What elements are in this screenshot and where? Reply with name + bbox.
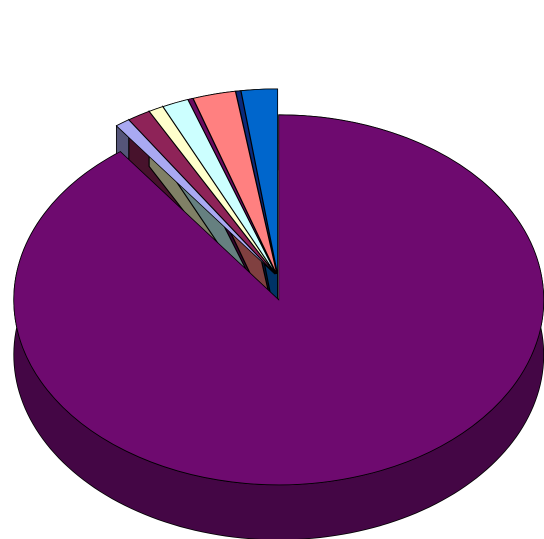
pie-slice-8 — [235, 90, 278, 275]
pie-slice-9 — [240, 88, 279, 274]
pie-tops-layer — [13, 88, 544, 486]
pie-slice-1 — [13, 114, 544, 486]
pie-slice-6 — [187, 97, 277, 275]
pie-slice-7 — [192, 90, 278, 275]
